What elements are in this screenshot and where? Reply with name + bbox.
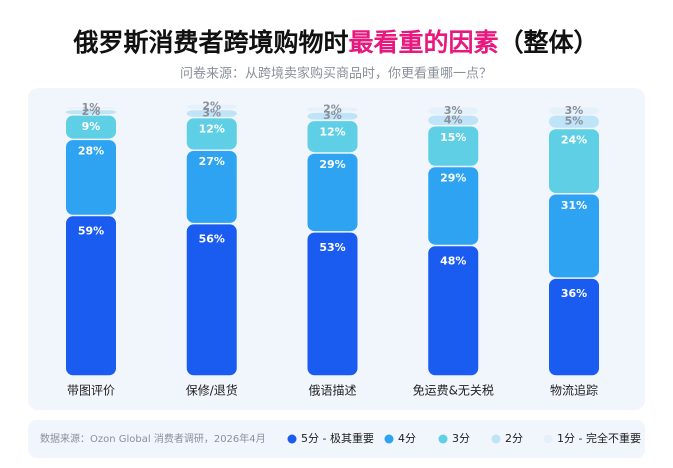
legend-label: 4分 [398, 432, 416, 445]
bar-segment [186, 150, 237, 223]
x-tick-label: 免运费&无关税 [413, 383, 494, 398]
bar-segment [66, 110, 116, 115]
bar-segment [186, 110, 237, 117]
data-label: 2% [202, 100, 221, 113]
bar-segment [307, 112, 358, 120]
bar-segment [549, 115, 599, 128]
x-tick-label: 俄语描述 [308, 384, 356, 398]
data-label: 2% [323, 102, 342, 115]
data-label: 9% [82, 120, 101, 133]
legend-label: 5分 - 极其重要 [301, 431, 374, 445]
data-label: 36% [561, 287, 587, 300]
bar-segment [186, 118, 237, 150]
data-label: 3% [444, 104, 463, 117]
legend-label: 1分 - 完全不重要 [557, 431, 641, 445]
bar-segment [428, 246, 479, 376]
source-note: 数据来源：Ozon Global 消费者调研，2026年4月 [40, 432, 266, 445]
legend-label: 2分 [505, 432, 523, 445]
bar-segment [428, 167, 479, 245]
bar-segment [66, 115, 116, 139]
bar-segment [66, 216, 116, 376]
data-label: 29% [440, 172, 466, 185]
bar-segment [549, 194, 599, 278]
data-label: 48% [440, 254, 466, 267]
bar-segment [186, 104, 237, 109]
data-label: 3% [202, 107, 221, 120]
bar-segment [549, 278, 599, 376]
data-label: 56% [199, 233, 225, 246]
data-label: 12% [199, 123, 225, 136]
bar-segment [307, 121, 358, 153]
title-highlight: 最看重的因素 [348, 28, 498, 57]
data-label: 1% [82, 101, 101, 114]
bar-segment [428, 126, 479, 166]
title-suffix: （整体） [499, 28, 599, 57]
x-tick-label: 带图评价 [67, 384, 115, 398]
legend-panel [28, 420, 645, 458]
data-label: 53% [319, 241, 345, 254]
bar-segment [66, 140, 116, 215]
bar-segment [66, 107, 116, 109]
data-label: 31% [561, 199, 587, 212]
bar-segment [186, 224, 237, 376]
data-label: 15% [440, 131, 466, 144]
bar-segment [307, 153, 358, 232]
x-tick-label: 物流追踪 [550, 383, 598, 398]
data-label: 28% [78, 144, 104, 157]
data-label: 3% [565, 104, 584, 117]
legend-marker [438, 434, 448, 444]
legend-marker [491, 434, 501, 444]
data-label: 5% [565, 115, 584, 128]
data-label: 59% [78, 225, 104, 238]
data-label: 4% [444, 113, 463, 126]
legend-marker [543, 434, 553, 444]
bar-segment [549, 107, 599, 115]
legend-marker [287, 434, 297, 444]
legend-marker [384, 434, 394, 444]
data-label: 24% [561, 133, 587, 146]
data-label: 12% [319, 125, 345, 138]
chart-title: 俄罗斯消费者跨境购物时最看重的因素（整体） [72, 28, 598, 57]
bar-segment [428, 115, 479, 126]
title-prefix: 俄罗斯消费者跨境购物时 [72, 28, 348, 57]
bar-segment [428, 107, 479, 115]
bar-segment [549, 129, 599, 194]
chart-subtitle: 问卷来源：从跨境卖家购买商品时，你更看重哪一点？ [180, 66, 492, 82]
legend-label: 3分 [452, 432, 470, 445]
data-label: 3% [323, 109, 342, 122]
bar-segment [307, 232, 358, 376]
data-label: 29% [319, 158, 345, 171]
data-label: 27% [199, 155, 225, 168]
bar-segment [307, 107, 358, 112]
x-tick-label: 保修/退货 [186, 383, 238, 398]
